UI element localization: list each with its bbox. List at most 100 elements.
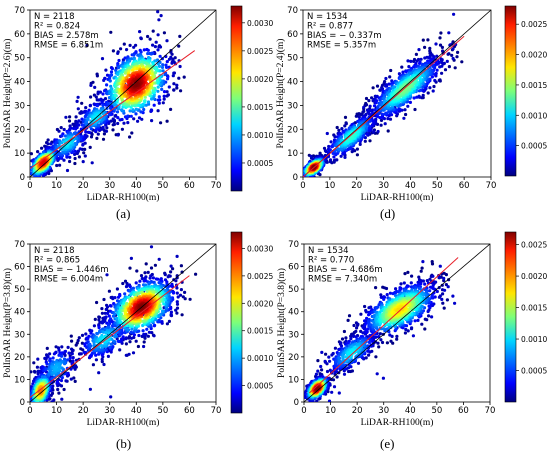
data-point <box>116 339 120 343</box>
data-point <box>71 150 75 154</box>
data-point <box>100 311 104 315</box>
data-point <box>379 118 384 122</box>
data-point <box>77 155 81 159</box>
data-point <box>157 257 161 261</box>
data-point <box>162 97 166 101</box>
data-point <box>157 318 161 322</box>
data-point <box>136 119 140 123</box>
data-point <box>131 351 136 355</box>
data-point <box>172 71 176 75</box>
data-point <box>156 85 160 89</box>
data-point <box>45 362 49 366</box>
data-point <box>367 99 371 103</box>
data-point <box>76 338 80 343</box>
data-point <box>162 302 166 306</box>
data-point <box>80 333 85 337</box>
x-tick-label: 20 <box>78 181 89 191</box>
data-point <box>60 354 64 358</box>
data-point <box>108 76 112 80</box>
data-point <box>104 123 108 127</box>
data-point <box>83 154 87 158</box>
data-point <box>160 65 165 69</box>
y-tick-label: 40 <box>287 78 298 88</box>
data-point <box>78 352 82 356</box>
y-tick-label: 20 <box>14 125 25 135</box>
data-point <box>86 117 90 121</box>
data-point <box>334 158 338 162</box>
data-point <box>131 68 135 72</box>
data-point <box>413 107 417 112</box>
data-point <box>178 34 182 39</box>
colorbar-tick-label: 0.0010 <box>521 111 547 120</box>
data-point <box>453 66 457 70</box>
data-point <box>111 117 115 121</box>
data-point <box>104 315 108 319</box>
data-point <box>105 126 109 130</box>
data-point <box>102 132 106 136</box>
data-point <box>124 353 128 357</box>
y-tick-label: 40 <box>14 78 25 88</box>
data-point <box>95 104 99 108</box>
data-point <box>163 273 167 277</box>
data-point <box>403 108 407 112</box>
data-point <box>109 84 113 88</box>
data-point <box>156 62 160 66</box>
data-point <box>109 317 113 321</box>
data-point <box>77 336 81 340</box>
fit-line <box>303 35 465 177</box>
data-point <box>150 70 154 74</box>
data-point <box>427 61 431 65</box>
data-point <box>73 161 77 166</box>
data-point <box>118 318 122 322</box>
data-point <box>92 341 96 345</box>
data-point <box>89 331 93 335</box>
data-point <box>363 139 367 143</box>
data-point <box>318 151 322 155</box>
data-point <box>386 129 390 133</box>
stat-line: N = 1534 <box>307 12 348 22</box>
data-point <box>142 107 146 112</box>
data-point <box>162 94 166 98</box>
data-point <box>152 280 156 284</box>
colorbar-tick-label: 0.0030 <box>247 19 273 28</box>
data-point <box>151 316 155 320</box>
data-point <box>103 311 107 315</box>
data-point <box>58 163 62 167</box>
data-point <box>142 48 146 52</box>
data-point <box>159 14 163 18</box>
data-point <box>104 334 109 338</box>
data-point <box>46 354 50 359</box>
data-point <box>177 76 181 80</box>
data-point <box>128 266 132 270</box>
chart-panel-d: 0 10 20 30 40 50 60 70010203040506070LiDAR-RH10… <box>275 5 547 203</box>
data-point <box>105 305 110 309</box>
data-point <box>437 78 441 82</box>
data-point <box>57 129 61 133</box>
data-point <box>134 281 138 285</box>
data-point <box>156 109 160 113</box>
data-point <box>132 45 136 49</box>
x-tick-label: 30 <box>104 181 115 191</box>
data-point <box>316 172 320 176</box>
data-point <box>165 322 169 326</box>
y-tick-label: 50 <box>287 54 298 64</box>
y-tick-label: 10 <box>14 149 25 159</box>
data-point <box>154 40 158 44</box>
data-point <box>97 326 101 330</box>
data-point <box>343 124 347 128</box>
data-point <box>162 90 167 94</box>
data-point <box>447 65 451 69</box>
colorbar-tick-label: 0.0005 <box>521 142 547 151</box>
data-point <box>160 87 164 91</box>
data-point <box>73 152 77 156</box>
data-point <box>145 327 149 331</box>
data-point <box>118 348 122 352</box>
data-point <box>148 37 152 41</box>
data-point <box>81 160 85 164</box>
data-point <box>75 99 79 103</box>
data-point <box>368 104 372 108</box>
data-point <box>70 361 74 365</box>
data-point <box>69 144 73 148</box>
data-point <box>163 72 167 77</box>
